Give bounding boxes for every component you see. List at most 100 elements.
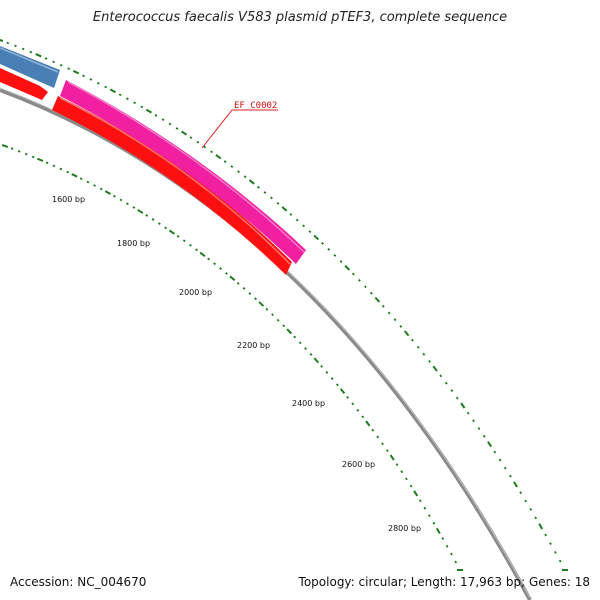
inner-tick-minor [17, 150, 21, 153]
inner-tick-minor [320, 364, 324, 368]
position-label-2400: 2400 bp [292, 399, 325, 408]
inner-tick-major [199, 251, 206, 257]
inner-tick-minor [10, 147, 14, 150]
inner-tick-minor [400, 470, 404, 474]
inner-tick-minor [432, 521, 436, 525]
outer-tick-minor [29, 50, 33, 54]
outer-tick-major [109, 88, 117, 94]
outer-tick-minor [411, 338, 414, 342]
outer-tick-major [344, 264, 351, 271]
outer-tick-major [35, 53, 42, 58]
outer-tick-minor [339, 260, 343, 264]
inner-tick-minor [157, 222, 161, 226]
outer-tick-minor [450, 389, 454, 392]
outer-tick-minor [455, 396, 459, 400]
inner-tick-minor [119, 198, 123, 202]
outer-tick-minor [381, 304, 385, 308]
outer-tick-minor [439, 374, 443, 378]
inner-tick-minor [265, 307, 269, 311]
outer-tick-minor [503, 466, 507, 470]
outer-tick-minor [327, 247, 331, 251]
position-label-2800: 2800 bp [388, 524, 421, 533]
outer-tick-minor [444, 381, 448, 385]
outer-tick-minor [230, 165, 234, 168]
gene-label-ef-c0002[interactable]: EF_C0002 [234, 101, 277, 111]
inner-tick-minor [376, 435, 380, 439]
inner-tick-minor [282, 324, 286, 328]
inner-tick-minor [113, 194, 116, 198]
outer-tick-minor [387, 311, 391, 315]
outer-tick-minor [223, 160, 227, 163]
outer-tick-minor [256, 185, 260, 189]
gene-label-leader [201, 109, 278, 149]
outer-tick-minor [59, 63, 63, 67]
outer-tick-minor [126, 97, 129, 101]
outer-tick-minor [558, 559, 562, 563]
inner-tick-minor [52, 164, 56, 168]
inner-tick-major [389, 454, 395, 461]
outer-tick-minor [351, 272, 355, 276]
outer-tick-minor [203, 145, 207, 149]
inner-tick-major [286, 328, 293, 335]
gene-forward-pink-highlight [67, 81, 305, 253]
inner-tick-major [37, 157, 44, 162]
outer-tick-minor [498, 458, 502, 462]
outer-tick-major [403, 330, 410, 337]
inner-tick-minor [293, 335, 297, 339]
position-label-1600: 1600 bp [52, 195, 85, 204]
outer-tick-minor [6, 41, 10, 45]
inner-tick-minor [325, 371, 329, 374]
inner-tick-minor [298, 341, 302, 345]
outer-tick-minor [175, 127, 179, 130]
outer-tick-major [145, 108, 152, 114]
outer-tick-major [72, 70, 80, 75]
inner-tick-minor [450, 552, 453, 556]
outer-tick-major [460, 402, 466, 409]
accession-text: Accession: NC_004670 [10, 575, 147, 589]
outer-tick-minor [321, 242, 324, 245]
map-title: Enterococcus faecalis V583 plasmid pTEF3… [92, 10, 508, 25]
outer-tick-minor [237, 170, 240, 174]
outer-tick-minor [289, 213, 293, 216]
inner-tick-major [168, 229, 175, 235]
position-label-2200: 2200 bp [237, 341, 270, 350]
inner-tick-minor [371, 428, 375, 432]
outer-tick-minor [270, 196, 273, 200]
outer-tick-minor [140, 105, 144, 109]
outer-tick-major [215, 154, 222, 160]
outer-tick-minor [44, 57, 48, 60]
inner-tick-minor [454, 560, 458, 564]
outer-tick-minor [243, 175, 247, 179]
gene-forward-blue[interactable] [0, 46, 60, 88]
inner-tick-minor [213, 262, 217, 266]
outer-tick-minor [482, 434, 486, 438]
outer-tick-minor [472, 419, 475, 423]
gene-forward-pink[interactable] [60, 80, 306, 264]
inner-tick-major [104, 190, 111, 195]
gene-reverse-ef-c0002[interactable] [52, 96, 292, 275]
inner-tick-minor [126, 202, 129, 206]
inner-tick-major [313, 357, 320, 364]
topology-summary: Topology: circular; Length: 17,963 bp; G… [298, 575, 590, 589]
inner-tick-minor [99, 187, 103, 191]
inner-tick-minor [176, 235, 180, 238]
outer-tick-major [313, 234, 320, 241]
outer-tick-minor [189, 136, 193, 140]
outer-tick-minor [519, 491, 522, 495]
gene-reverse-fragment[interactable] [0, 68, 48, 100]
inner-tick-minor [409, 484, 413, 488]
outer-tick-major [487, 441, 493, 448]
outer-tick-major [0, 38, 4, 42]
outer-tick-minor [168, 122, 172, 126]
inner-tick-minor [79, 177, 83, 180]
outer-tick-minor [363, 285, 367, 289]
inner-tick-minor [361, 415, 365, 419]
inner-tick-minor [423, 506, 427, 510]
outer-tick-minor [466, 411, 470, 415]
outer-tick-minor [308, 230, 312, 234]
outer-tick-major [374, 296, 381, 303]
inner-tick-minor [93, 184, 96, 187]
outer-tick-minor [333, 254, 337, 257]
inner-tick-minor [445, 544, 449, 548]
inner-tick-minor [24, 152, 28, 156]
